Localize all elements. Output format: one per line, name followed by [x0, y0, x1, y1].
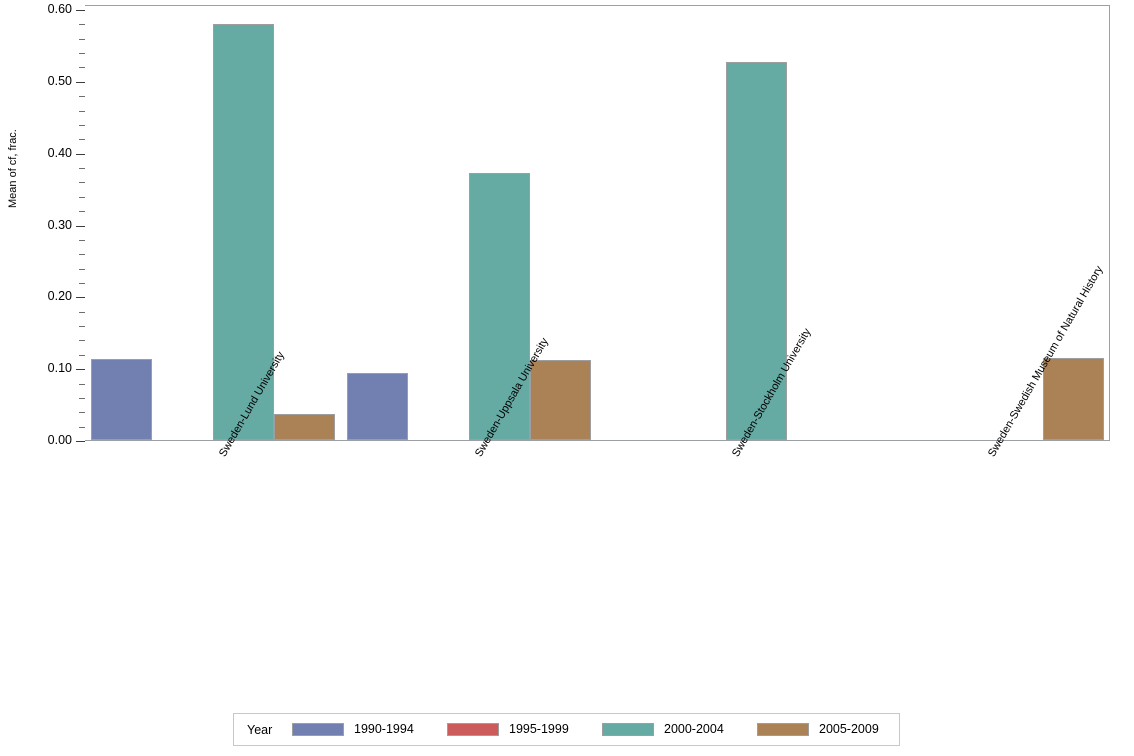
y-tick-minor [79, 139, 85, 141]
y-tick-label: 0.20 [47, 289, 72, 304]
legend-swatch [602, 723, 654, 736]
y-tick-minor [79, 397, 85, 399]
legend-label: 1995-1999 [509, 722, 569, 736]
bar[interactable] [91, 358, 153, 440]
y-tick-major [76, 369, 85, 371]
y-tick-minor [79, 53, 85, 55]
y-tick-minor [79, 268, 85, 270]
y-tick-minor [79, 412, 85, 414]
legend: Year 1990-1994 1995-1999 2000-2004 2005-200… [233, 713, 900, 746]
y-tick-minor [79, 110, 85, 112]
y-tick-label: 0.40 [47, 145, 72, 160]
y-tick-minor [79, 282, 85, 284]
y-tick-minor [79, 182, 85, 184]
y-tick-label: 0.00 [47, 433, 72, 447]
y-tick-minor [79, 38, 85, 40]
bar[interactable] [213, 24, 275, 440]
y-tick-label: 0.10 [47, 361, 72, 376]
legend-swatch [757, 723, 809, 736]
legend-swatch [292, 723, 344, 736]
bar[interactable] [469, 172, 531, 440]
y-tick-minor [79, 211, 85, 213]
y-tick-major [76, 81, 85, 83]
y-tick-major [76, 225, 85, 227]
bars-container [85, 6, 1109, 440]
y-tick-minor [79, 239, 85, 241]
legend-title: Year [247, 723, 273, 737]
y-tick-minor [79, 168, 85, 170]
y-tick-minor [79, 426, 85, 428]
y-tick-minor [79, 96, 85, 98]
y-tick-major [76, 297, 85, 299]
legend-label: 1990-1994 [354, 722, 414, 736]
y-tick-label: 0.60 [47, 2, 72, 16]
y-tick-minor [79, 326, 85, 328]
bar[interactable] [725, 62, 787, 440]
y-tick-minor [79, 24, 85, 26]
bar[interactable] [1042, 358, 1104, 440]
y-tick-minor [79, 67, 85, 69]
y-tick-label: 0.30 [47, 217, 72, 232]
y-tick-major [76, 153, 85, 155]
y-tick-minor [79, 254, 85, 256]
plot-area [85, 5, 1110, 441]
y-tick-minor [79, 354, 85, 356]
bar[interactable] [347, 373, 409, 440]
legend-swatch [447, 723, 499, 736]
y-tick-label: 0.50 [47, 73, 72, 88]
y-tick-minor [79, 383, 85, 385]
y-tick-minor [79, 340, 85, 342]
y-tick-minor [79, 124, 85, 126]
y-tick-major [76, 10, 85, 11]
y-tick-minor [79, 196, 85, 198]
legend-label: 2005-2009 [819, 722, 879, 736]
y-tick-minor [79, 311, 85, 313]
legend-label: 2000-2004 [664, 722, 724, 736]
bar[interactable] [274, 414, 336, 440]
y-tick-major [76, 441, 85, 442]
bar[interactable] [530, 360, 592, 440]
